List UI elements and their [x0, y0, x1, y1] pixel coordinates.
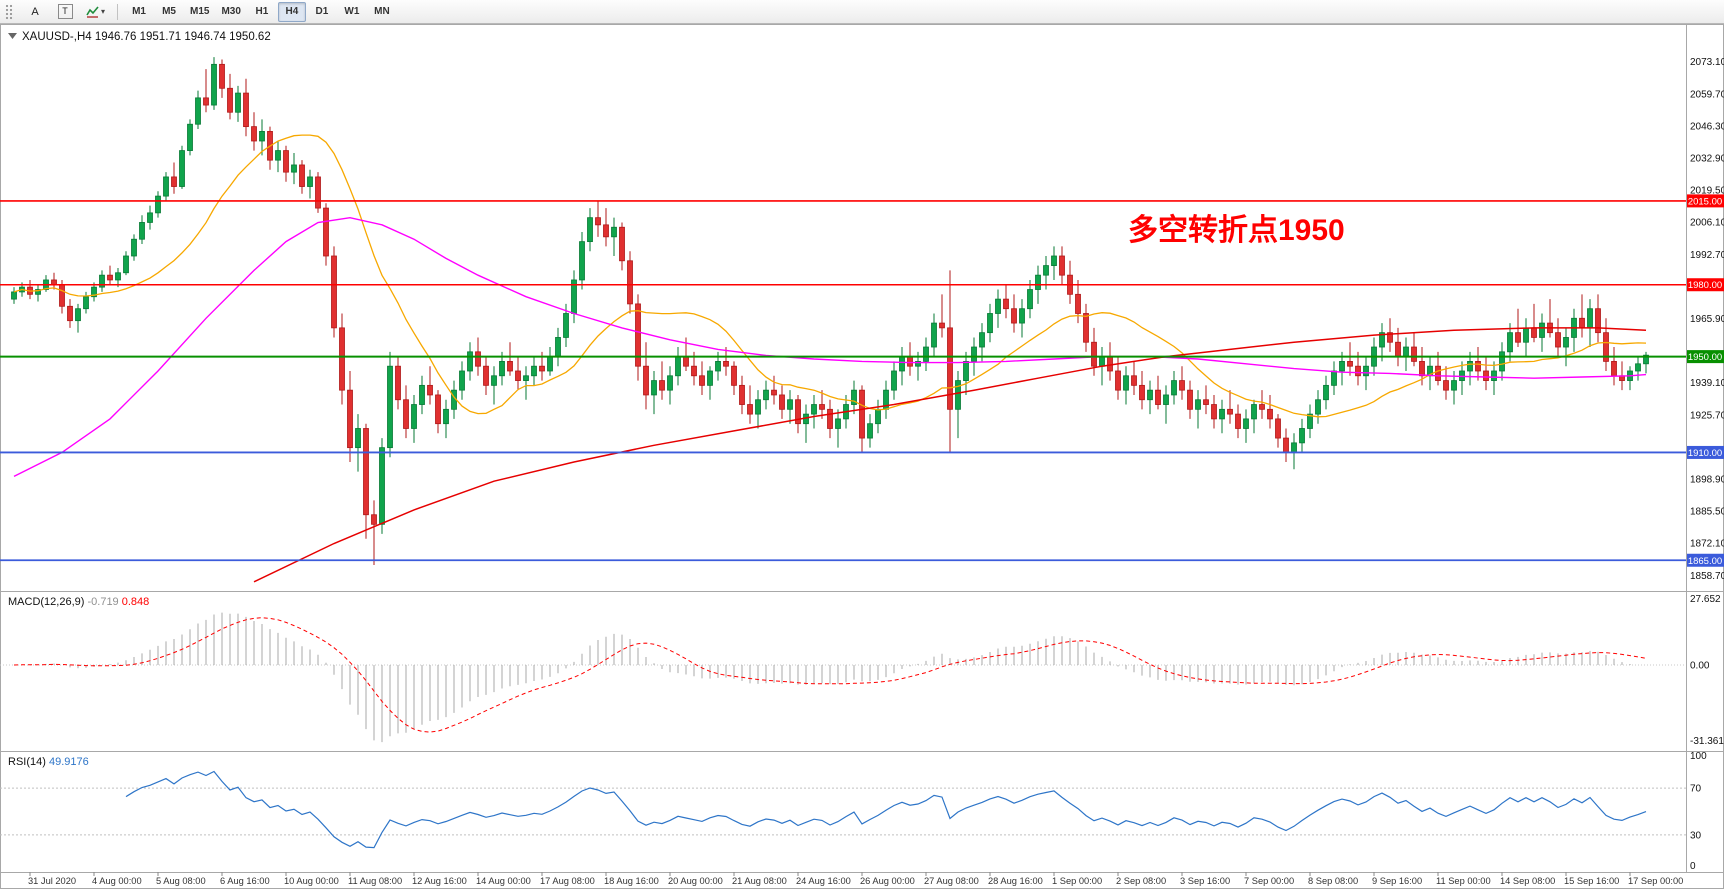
timeframe-button-m15[interactable]: M15: [190, 6, 210, 17]
toolbar: A T ▾ M1 M5 M15 M30 H1 H4 D1 W1 MN: [0, 0, 1724, 24]
timeframe-button-mn[interactable]: MN: [374, 6, 390, 17]
collapse-triangle-icon: [8, 33, 17, 39]
macd-panel: 27.652 0.00 -31.361 MACD(12,26,9) -0.719 0.…: [0, 594, 1724, 747]
frame-tool-button[interactable]: T: [51, 2, 79, 22]
svg-text:2059.70: 2059.70: [1690, 89, 1724, 100]
ma-red-long: [253, 327, 1647, 583]
svg-text:11 Sep 00:00: 11 Sep 00:00: [1436, 876, 1491, 886]
timeframe-button-m5[interactable]: M5: [162, 6, 176, 17]
annotation-text[interactable]: 多空转折点1950: [1128, 214, 1345, 247]
svg-text:1872.10: 1872.10: [1690, 539, 1724, 550]
svg-text:14 Sep 08:00: 14 Sep 08:00: [1500, 876, 1555, 886]
svg-text:1865.00: 1865.00: [1688, 556, 1722, 567]
svg-text:1965.90: 1965.90: [1690, 314, 1724, 325]
price-badge: [1687, 445, 1724, 459]
macd-signal-line: [13, 617, 1647, 733]
svg-text:1858.70: 1858.70: [1690, 571, 1724, 582]
indicators-button[interactable]: ▾: [81, 2, 110, 22]
timeframe-toolbar: M1 M5 M15 M30 H1 H4 D1 W1 MN: [124, 1, 397, 22]
svg-text:1885.50: 1885.50: [1690, 507, 1724, 518]
svg-text:17 Aug 08:00: 17 Aug 08:00: [540, 876, 595, 886]
rsi-title: RSI(14) 49.9176: [8, 756, 89, 768]
svg-text:12 Aug 16:00: 12 Aug 16:00: [412, 876, 467, 886]
timeframe-button-m1[interactable]: M1: [132, 6, 146, 17]
price-badge: [1687, 194, 1724, 208]
toolbar-separator: [117, 3, 119, 20]
svg-text:100: 100: [1690, 751, 1707, 762]
timeframe-button-m30[interactable]: M30: [221, 6, 241, 17]
svg-text:1898.90: 1898.90: [1690, 475, 1724, 486]
svg-text:14 Aug 00:00: 14 Aug 00:00: [476, 876, 531, 886]
svg-text:21 Aug 08:00: 21 Aug 08:00: [732, 876, 787, 886]
svg-text:5 Aug 08:00: 5 Aug 08:00: [156, 876, 206, 886]
chart-title: XAUUSD-,H4 1946.76 1951.71 1946.74 1950.…: [8, 31, 271, 43]
svg-text:1992.70: 1992.70: [1690, 250, 1724, 261]
grip-icon: [5, 3, 14, 20]
svg-text:2073.10: 2073.10: [1690, 57, 1724, 68]
svg-text:24 Aug 16:00: 24 Aug 16:00: [796, 876, 851, 886]
svg-text:3 Sep 16:00: 3 Sep 16:00: [1180, 876, 1230, 886]
timeframe-button-d1[interactable]: D1: [315, 6, 329, 17]
price-axis-labels: 2073.10 2059.70 2046.30 2032.90 2019.50 2006.…: [1690, 57, 1724, 582]
svg-text:28 Aug 16:00: 28 Aug 16:00: [988, 876, 1043, 886]
svg-text:70: 70: [1690, 784, 1702, 795]
price-scale[interactable]: [1686, 24, 1724, 872]
svg-text:2046.30: 2046.30: [1690, 121, 1724, 132]
svg-text:1925.70: 1925.70: [1690, 410, 1724, 421]
svg-text:4 Aug 00:00: 4 Aug 00:00: [92, 876, 142, 886]
svg-text:1980.00: 1980.00: [1688, 280, 1722, 291]
svg-text:1 Sep 00:00: 1 Sep 00:00: [1052, 876, 1102, 886]
time-scale[interactable]: [0, 872, 1686, 889]
zigzag-indicator-icon: [86, 5, 99, 18]
svg-text:2006.10: 2006.10: [1690, 218, 1724, 229]
price-badge: [1687, 553, 1724, 567]
svg-text:0: 0: [1690, 861, 1696, 872]
svg-text:1910.00: 1910.00: [1688, 448, 1722, 459]
price-badge: [1687, 350, 1724, 364]
symbol-ohlc-title: XAUUSD-,H4 1946.76 1951.71 1946.74 1950.…: [22, 31, 271, 43]
horizontal-lines: 2015.00 1980.00 1950.00 1910.00 1865.00: [0, 194, 1724, 567]
time-axis: 31 Jul 2020 4 Aug 00:00 5 Aug 08:00 6 Aug 1…: [28, 872, 1683, 886]
price-badge: [1687, 278, 1724, 292]
svg-text:6 Aug 16:00: 6 Aug 16:00: [220, 876, 270, 886]
svg-text:1939.10: 1939.10: [1690, 378, 1724, 389]
svg-text:18 Aug 16:00: 18 Aug 16:00: [604, 876, 659, 886]
svg-text:17 Sep 00:00: 17 Sep 00:00: [1628, 876, 1683, 886]
svg-text:2019.50: 2019.50: [1690, 186, 1724, 197]
svg-text:26 Aug 00:00: 26 Aug 00:00: [860, 876, 915, 886]
svg-text:8 Sep 08:00: 8 Sep 08:00: [1308, 876, 1358, 886]
svg-text:9 Sep 16:00: 9 Sep 16:00: [1372, 876, 1422, 886]
svg-text:0.00: 0.00: [1690, 661, 1710, 672]
caret-down-icon: ▾: [101, 7, 106, 16]
svg-text:27.652: 27.652: [1690, 594, 1721, 605]
svg-text:11 Aug 08:00: 11 Aug 08:00: [348, 876, 402, 886]
svg-text:10 Aug 00:00: 10 Aug 00:00: [284, 876, 339, 886]
frame-tool-icon: T: [57, 4, 73, 19]
svg-text:27 Aug 08:00: 27 Aug 08:00: [924, 876, 979, 886]
timeframe-button-h1[interactable]: H1: [255, 6, 269, 17]
rsi-panel: 100 70 30 0 RSI(14) 49.9176: [0, 751, 1707, 872]
svg-text:1950.00: 1950.00: [1688, 352, 1722, 363]
svg-text:20 Aug 00:00: 20 Aug 00:00: [668, 876, 723, 886]
candlestick-series: [11, 57, 1649, 566]
svg-text:-31.361: -31.361: [1690, 736, 1724, 747]
timeframe-button-w1[interactable]: W1: [344, 6, 360, 17]
svg-text:15 Sep 16:00: 15 Sep 16:00: [1564, 876, 1619, 886]
svg-text:2032.90: 2032.90: [1690, 154, 1724, 165]
svg-text:2 Sep 08:00: 2 Sep 08:00: [1116, 876, 1166, 886]
svg-text:30: 30: [1690, 830, 1702, 841]
text-tool-button[interactable]: A: [31, 5, 39, 18]
rsi-line: [125, 770, 1647, 849]
timeframe-button-h4[interactable]: H4: [277, 1, 306, 22]
svg-text:7 Sep 00:00: 7 Sep 00:00: [1244, 876, 1294, 886]
ma-orange: [13, 134, 1647, 418]
svg-text:31 Jul 2020: 31 Jul 2020: [28, 876, 76, 886]
macd-title: MACD(12,26,9) -0.719 0.848: [8, 596, 149, 608]
svg-text:2015.00: 2015.00: [1688, 196, 1722, 207]
